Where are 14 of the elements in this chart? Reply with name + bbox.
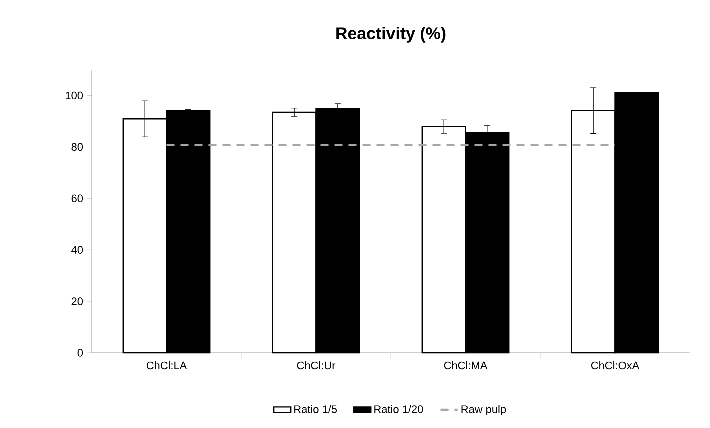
legend-label: Ratio 1/20 xyxy=(374,405,424,414)
x-tick-label: ChCl:MA xyxy=(444,362,488,370)
y-tick-label: 40 xyxy=(72,246,84,254)
x-tick-label: ChCl:LA xyxy=(146,362,188,370)
y-tick-label: 20 xyxy=(72,298,84,306)
y-tick-label: 60 xyxy=(72,194,84,203)
y-tick-label: 0 xyxy=(78,349,84,357)
x-tick-label: ChCl:OxA xyxy=(591,362,640,370)
legend-label: Raw pulp xyxy=(462,405,506,416)
chart-title: Reactivity (%) xyxy=(336,27,446,43)
y-tick-label: 100 xyxy=(66,92,84,100)
y-tick-label: 80 xyxy=(72,143,84,152)
x-tick-label: ChCl:Ur xyxy=(297,362,336,370)
legend-label: Ratio 1/5 xyxy=(294,405,338,414)
